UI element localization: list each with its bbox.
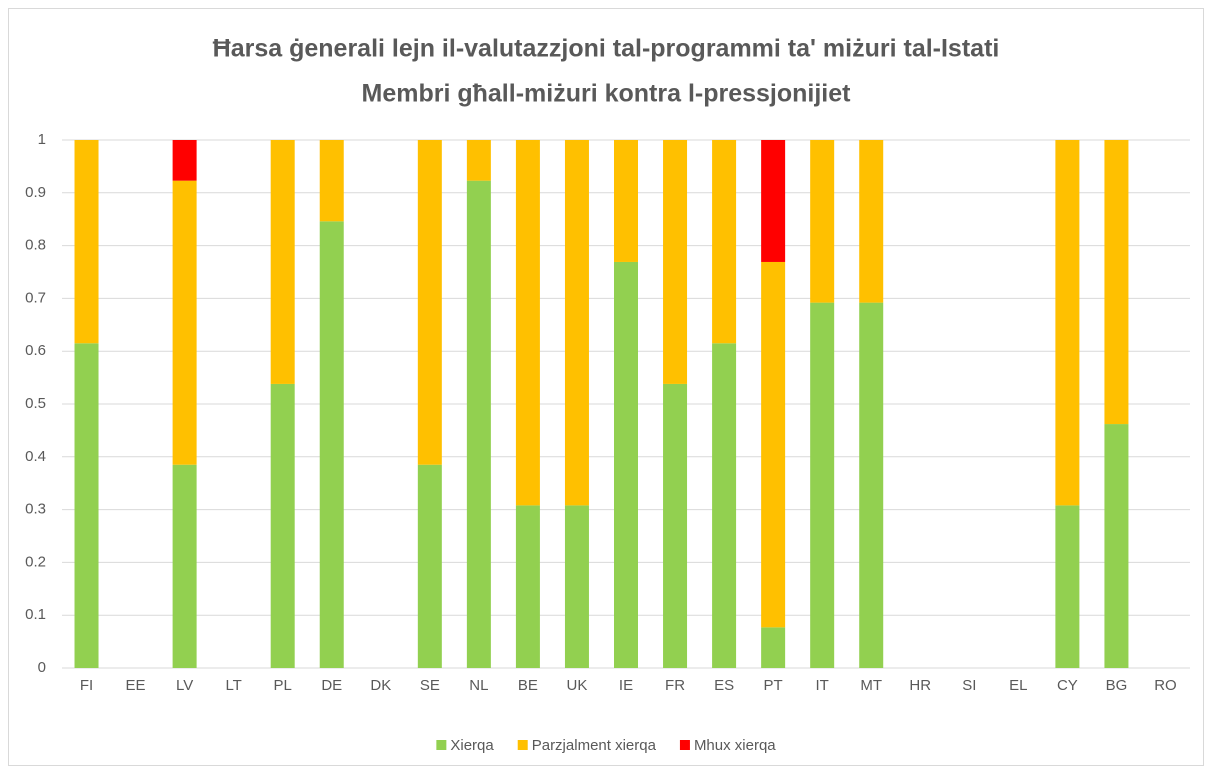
y-tick-label: 0.5 [25, 395, 46, 412]
y-tick-label: 0.3 [25, 501, 46, 518]
x-tick-label: EE [126, 677, 146, 694]
x-tick-label: FI [80, 677, 93, 694]
chart-border [8, 8, 1204, 766]
y-tick-label: 0.4 [25, 448, 46, 465]
bar-segment [614, 140, 638, 262]
x-tick-label: HR [909, 677, 931, 694]
y-tick-label: 1 [38, 131, 46, 148]
legend-swatch [436, 740, 447, 750]
y-tick-label: 0.9 [25, 184, 46, 201]
x-tick-label: IT [816, 677, 829, 694]
x-tick-label: DK [370, 677, 391, 694]
x-tick-label: IE [619, 677, 633, 694]
legend-label: Parzjalment xierqa [532, 737, 657, 754]
bar-segment [172, 464, 197, 668]
bar-segment [663, 140, 688, 384]
x-tick-label: NL [469, 677, 488, 694]
x-tick-label: RO [1154, 677, 1177, 694]
legend-swatch [517, 740, 528, 750]
x-tick-label: LV [176, 677, 193, 694]
bar-segment [466, 180, 491, 668]
x-tick-label: FR [665, 677, 685, 694]
x-tick-label: PL [274, 677, 292, 694]
x-tick-label: PT [764, 677, 783, 694]
x-tick-label: DE [321, 677, 342, 694]
y-tick-label: 0.7 [25, 289, 46, 306]
bar-segment [761, 627, 786, 668]
legend-swatch [679, 740, 690, 750]
x-tick-label: BG [1106, 677, 1128, 694]
bar-segment [1055, 140, 1080, 506]
bar-segment [712, 343, 737, 668]
y-tick-label: 0.2 [25, 553, 46, 570]
x-tick-label: MT [860, 677, 882, 694]
bar-segment [1055, 505, 1080, 668]
chart-title: Ħarsa ġenerali lejn il-valutazzjoni tal-… [213, 35, 1000, 63]
bar-segment [810, 302, 835, 668]
bar-segment [1104, 424, 1129, 668]
legend-label: Xierqa [450, 737, 494, 754]
x-tick-label: EL [1009, 677, 1027, 694]
bar-segment [319, 221, 344, 668]
bar-segment [515, 140, 540, 506]
bar-segment [564, 140, 589, 506]
bar-segment [74, 343, 99, 668]
bar-segment [417, 140, 442, 465]
bar-segment [614, 261, 638, 668]
y-tick-label: 0 [38, 659, 46, 676]
bar-segment [1104, 140, 1129, 425]
bar-segment [270, 140, 295, 384]
bar-segment [417, 464, 442, 668]
bar-segment [74, 140, 99, 344]
bar-segment [859, 140, 884, 303]
bar-segment [712, 140, 737, 344]
bar-segment [859, 302, 884, 668]
legend-label: Mhux xierqa [694, 737, 776, 754]
y-tick-label: 0.6 [25, 342, 46, 359]
chart-title: Membri għall-miżuri kontra l-pressjoniji… [362, 80, 852, 108]
bar-segment [172, 180, 197, 465]
x-tick-label: CY [1057, 677, 1078, 694]
bar-segment [515, 505, 540, 668]
bar-segment [564, 505, 589, 668]
bar-segment [761, 261, 786, 628]
bar-segment [466, 140, 491, 181]
x-tick-label: SE [420, 677, 440, 694]
bar-segment [761, 140, 786, 262]
x-tick-label: UK [567, 677, 588, 694]
bar-segment [270, 383, 295, 668]
bar-segment [810, 140, 835, 303]
bar-segment [172, 140, 197, 181]
x-tick-label: BE [518, 677, 538, 694]
x-tick-label: LT [225, 677, 241, 694]
y-tick-label: 0.1 [25, 606, 46, 623]
x-tick-label: SI [962, 677, 976, 694]
x-tick-label: ES [714, 677, 734, 694]
y-tick-label: 0.8 [25, 237, 46, 254]
bar-segment [319, 140, 344, 222]
bar-segment [663, 383, 688, 668]
